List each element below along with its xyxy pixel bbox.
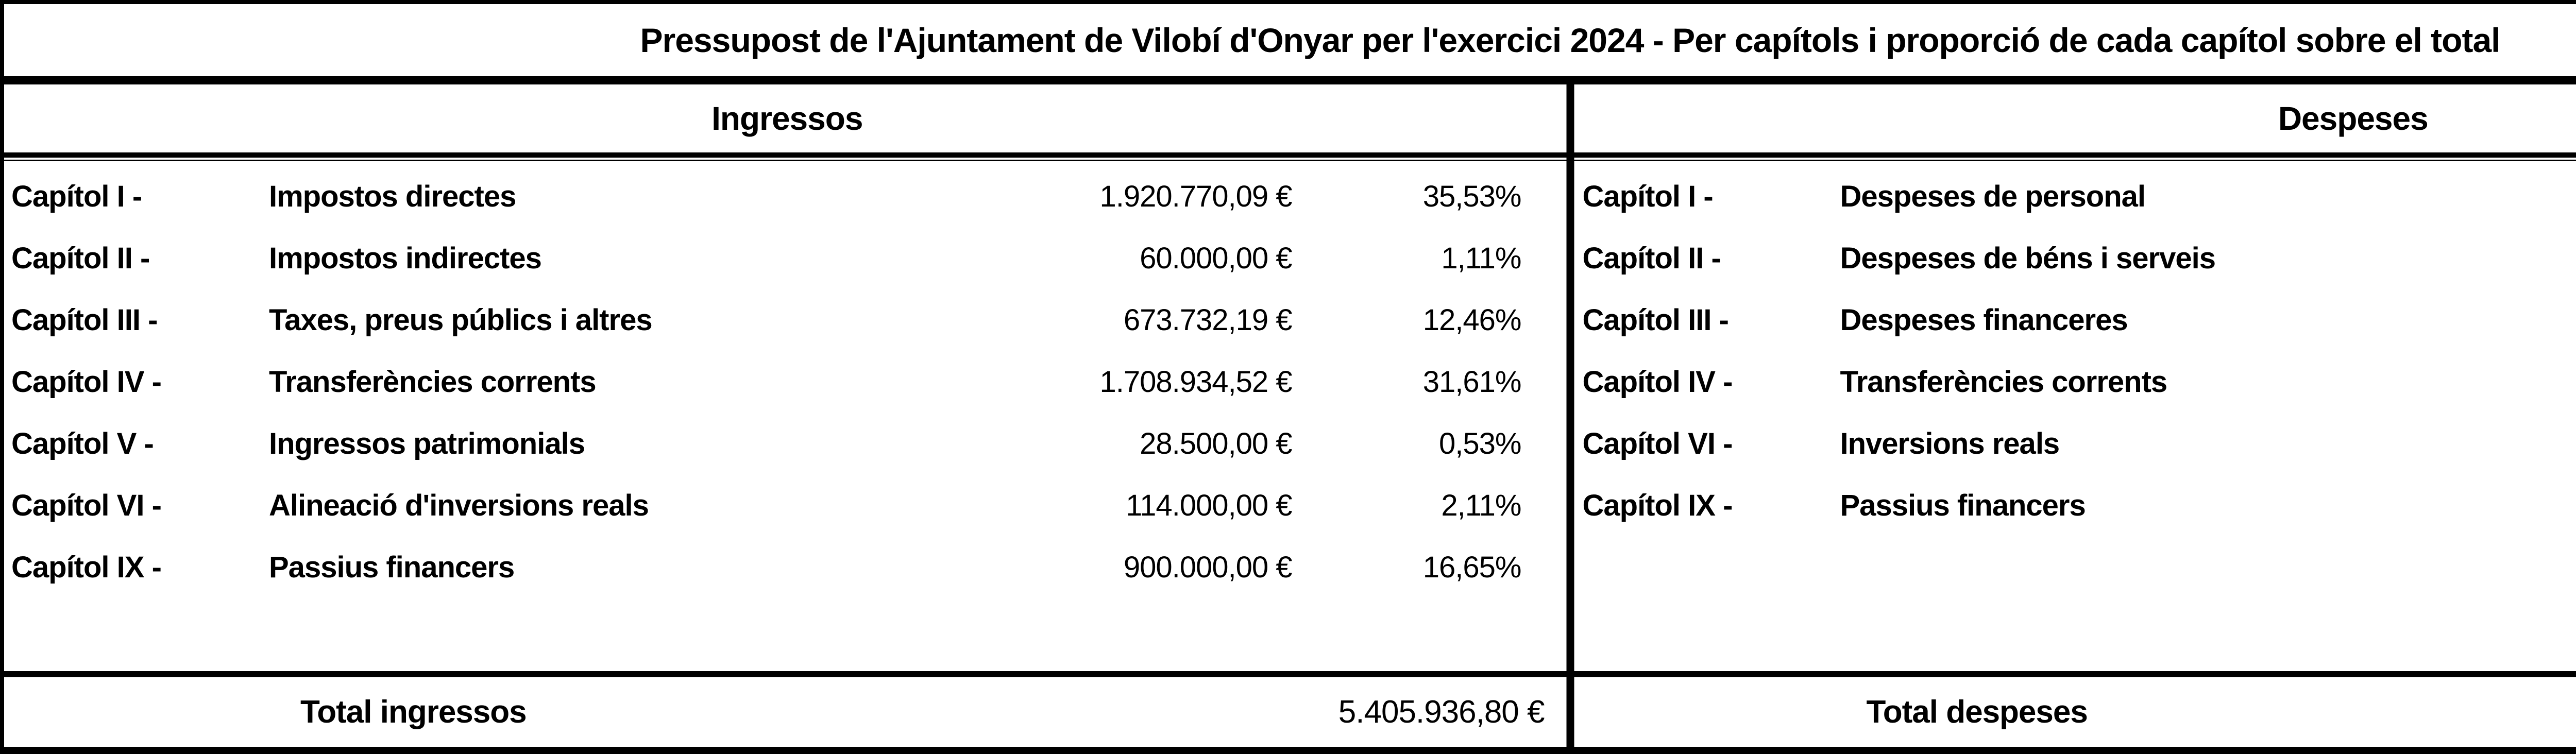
capitol-cell: Capítol IV - xyxy=(1582,365,1733,399)
table-row: Capítol III - Taxes, preus públics i alt… xyxy=(4,289,1570,351)
capitol-cell: Capítol VI - xyxy=(1582,426,1733,460)
concepte-cell: Transferències corrents xyxy=(1840,365,2168,399)
percent-cell: 0,53% xyxy=(1439,426,1521,460)
table-row: Capítol III - Despeses financeres 77.300… xyxy=(1570,289,2576,351)
section-divider xyxy=(1566,84,1574,747)
capitol-cell: Capítol IX - xyxy=(11,550,162,584)
capitol-cell: Capítol I - xyxy=(11,179,142,213)
capitol-cell: Capítol IX - xyxy=(1582,488,1733,522)
import-cell: 54.166,68 € xyxy=(2404,488,2576,523)
import-cell: 673.732,19 € xyxy=(1123,303,1293,337)
total-despeses: Total despeses 4.150.447,37 € xyxy=(1570,677,2576,747)
table-row: Capítol I - Despeses de personal 1.701.6… xyxy=(1570,165,2576,227)
capitol-cell: Capítol III - xyxy=(11,303,158,337)
capitol-cell: Capítol I - xyxy=(1582,179,1714,213)
percent-cell: 2,11% xyxy=(1441,488,1521,522)
import-cell: 114.000,00 € xyxy=(1126,488,1292,522)
table-row: Capítol II - Impostos indirectes 60.000,… xyxy=(4,227,1570,289)
import-cell: 900.000,00 € xyxy=(1123,550,1293,584)
section-header-despeses: Despeses xyxy=(2278,100,2429,137)
concepte-cell: Alineació d'inversions reals xyxy=(269,488,649,522)
table-body-area: Ingressos Despeses Capítol I - Impostos … xyxy=(4,84,2576,747)
import-cell: 28.500,00 € xyxy=(1140,426,1292,460)
import-cell: 1.920.770,09 € xyxy=(1099,179,1292,213)
concepte-cell: Inversions reals xyxy=(1840,426,2060,460)
import-cell: 1.974.626,81 € xyxy=(2404,241,2576,276)
page-title: Pressupost de l'Ajuntament de Vilobí d'O… xyxy=(4,4,2576,84)
percent-cell: 35,53% xyxy=(1422,179,1522,213)
total-ingressos: Total ingressos 5.405.936,80 € xyxy=(4,677,1570,747)
total-row: Total ingressos 5.405.936,80 € Total des… xyxy=(4,677,2576,747)
concepte-cell: Despeses de béns i serveis xyxy=(1840,241,2216,275)
capitol-cell: Capítol IV - xyxy=(11,365,162,399)
capitol-cell: Capítol VI - xyxy=(11,488,162,522)
total-despeses-label: Total despeses xyxy=(1866,694,2088,730)
capitol-cell: Capítol II - xyxy=(11,241,150,275)
percent-cell: 12,46% xyxy=(1422,303,1522,337)
table-row: Capítol II - Despeses de béns i serveis … xyxy=(1570,227,2576,289)
concepte-cell: Taxes, preus públics i altres xyxy=(269,303,653,337)
total-rule xyxy=(4,671,2576,677)
concepte-cell: Transferències corrents xyxy=(269,365,597,399)
percent-cell: 1,11% xyxy=(1441,241,1521,275)
import-cell: 1.708.934,52 € xyxy=(1099,365,1292,399)
total-ingressos-label: Total ingressos xyxy=(300,694,527,730)
table-row: Capítol IV - Transferències corrents 1.7… xyxy=(4,351,1570,413)
import-cell: 216.867,15 € xyxy=(2404,365,2576,399)
table-row: Capítol VI - Alineació d'inversions real… xyxy=(4,474,1570,536)
concepte-cell: Passius financers xyxy=(269,550,515,584)
total-despeses-value: 4.150.447,37 € xyxy=(2088,694,2576,730)
total-ingressos-value: 5.405.936,80 € xyxy=(1338,694,1545,730)
table-row: Capítol V - Ingressos patrimonials 28.50… xyxy=(4,413,1570,474)
capitol-cell: Capítol III - xyxy=(1582,303,1729,337)
import-cell: 125.819,33 € xyxy=(2404,426,2576,461)
table-row: Capítol IX - Passius financers 54.166,68… xyxy=(1570,474,2576,536)
table-row: Capítol I - Impostos directes 1.920.770,… xyxy=(4,165,1570,227)
section-header-ingressos: Ingressos xyxy=(711,100,863,137)
concepte-cell: Impostos directes xyxy=(269,179,516,213)
percent-cell: 16,65% xyxy=(1422,550,1522,584)
table-row: Capítol IX - Passius financers 900.000,0… xyxy=(4,536,1570,598)
concepte-cell: Despeses de personal xyxy=(1840,179,2146,213)
section-header-row: Ingressos Despeses xyxy=(4,84,2576,152)
capitol-cell: Capítol II - xyxy=(1582,241,1721,275)
percent-cell: 31,61% xyxy=(1422,365,1522,399)
header-double-rule xyxy=(4,152,2576,161)
ingressos-rows: Capítol I - Impostos directes 1.920.770,… xyxy=(4,161,1570,671)
despeses-rows: Capítol I - Despeses de personal 1.701.6… xyxy=(1570,161,2576,671)
table-rows-area: Capítol I - Impostos directes 1.920.770,… xyxy=(4,161,2576,671)
import-cell: 77.300,00 € xyxy=(2404,303,2576,337)
import-cell: 60.000,00 € xyxy=(1140,241,1292,275)
concepte-cell: Impostos indirectes xyxy=(269,241,542,275)
import-cell: 1.701.667,40 € xyxy=(2404,179,2576,214)
table-row: Capítol VI - Inversions reals 125.819,33… xyxy=(1570,413,2576,474)
concepte-cell: Despeses financeres xyxy=(1840,303,2128,337)
concepte-cell: Passius financers xyxy=(1840,488,2086,522)
table-row: Capítol IV - Transferències corrents 216… xyxy=(1570,351,2576,413)
capitol-cell: Capítol V - xyxy=(11,426,154,460)
concepte-cell: Ingressos patrimonials xyxy=(269,426,585,460)
